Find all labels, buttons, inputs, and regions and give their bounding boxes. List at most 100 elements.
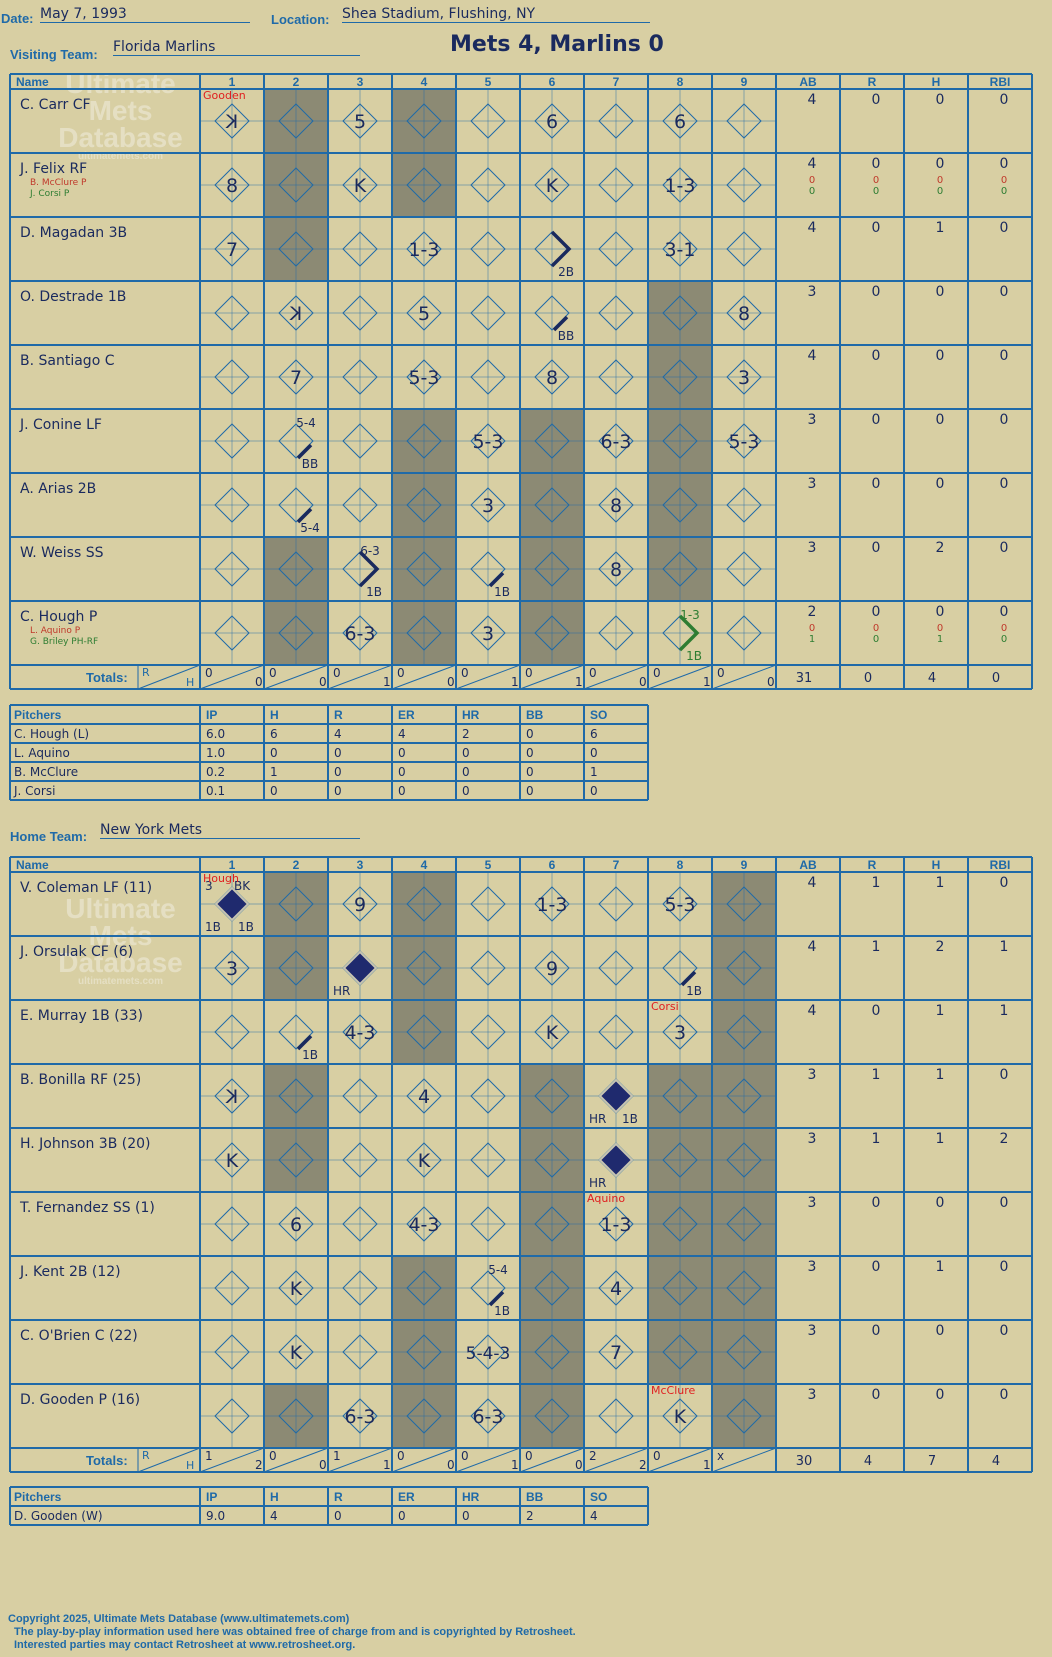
base-diamond [278,615,314,651]
out-notation: 5-4 [296,416,316,430]
base-diamond [534,1078,570,1114]
shaded-cell [712,1256,776,1320]
shaded-cell [648,1256,712,1320]
base-diamond [214,615,250,651]
pitching-stat: 6 [590,727,598,741]
inning-hits: 0 [767,675,775,689]
base-diamond [278,167,314,203]
shaded-cell [392,1000,456,1064]
play-notation: 7 [610,1342,622,1364]
shaded-cell [264,1128,328,1192]
batter-stat: 3 [808,412,817,428]
batter-stat: 1 [936,875,945,891]
base-diamond [662,1334,698,1370]
batter-stat: 3 [808,1195,817,1211]
inning-hits: 1 [383,675,391,689]
base-diamond [342,167,378,203]
base-diamond [470,103,506,139]
shaded-cell [392,409,456,473]
base-diamond [470,1142,506,1178]
base-diamond [406,1206,442,1242]
pitching-stat: 4 [270,1509,278,1523]
shaded-cell [392,1256,456,1320]
pitcher-change-note: McClure [651,1384,696,1397]
run-scored-diamond [214,886,250,922]
base-diamond [662,886,698,922]
inning-total-divider [711,664,777,690]
base-diamond [278,950,314,986]
inning-total-divider [647,1447,713,1473]
totals-h-label: H [186,1459,194,1472]
base-diamond [470,359,506,395]
stat-header: RBI [990,75,1011,89]
stat-header: AB [799,75,817,89]
pitching-stat: 0 [334,765,342,779]
base-diamond [534,1206,570,1242]
inning-hits: 0 [639,675,647,689]
pitching-stat: 1 [270,765,278,779]
base-diamond [342,359,378,395]
batter-stat: 0 [1000,1323,1009,1339]
inning-hits: 1 [703,1458,711,1472]
base-diamond [342,615,378,651]
pitching-stat: 0 [334,746,342,760]
pitching-stat: 0 [462,1509,470,1523]
base-diamond [598,615,634,651]
substitute-stat: 0 [1001,175,1007,186]
batter-stat: 4 [808,875,817,891]
batter-stat: 0 [936,412,945,428]
base-diamond [470,487,506,523]
inning-runs: 2 [589,1449,597,1463]
play-notation: 5 [354,111,366,133]
base-diamond [342,231,378,267]
play-notation: 6 [290,1214,302,1236]
base-diamond [406,1014,442,1050]
base-diamond [726,1142,762,1178]
shaded-cell [392,601,456,665]
base-diamond [342,295,378,331]
pitching-stat: 9.0 [206,1509,225,1523]
play-notation: 3 [482,495,494,517]
corner-note: HR [589,1112,606,1126]
base-diamond [406,231,442,267]
batter-stat: 0 [872,92,881,108]
game-title: Mets 4, Marlins 0 [450,32,664,57]
batter-name: D. Gooden P (16) [20,1392,140,1408]
totals-r-label: R [142,1449,150,1462]
play-notation: 3-1 [664,239,695,261]
inning-total-divider [711,1447,777,1473]
pitching-stat: 0 [462,784,470,798]
batter-name: D. Magadan 3B [20,225,127,241]
substitute-name: L. Aquino P [30,626,81,636]
batter-name: A. Arias 2B [20,481,96,497]
inning-hits: 0 [575,1458,583,1472]
batter-name: J. Orsulak CF (6) [19,944,133,960]
batter-stat: 0 [936,284,945,300]
inning-total-divider [583,1447,649,1473]
inning-total-divider [455,664,521,690]
substitute-stat: 0 [937,623,943,634]
base-diamond [406,1270,442,1306]
batter-stat: 0 [872,284,881,300]
inning-header: 6 [549,75,556,89]
substitute-name: J. Corsi P [29,189,70,199]
base-diamond [342,1142,378,1178]
pitching-stat: 0 [334,784,342,798]
pitching-header: R [334,708,343,722]
hit-path [296,507,313,524]
inning-hits: 1 [511,1458,519,1472]
footer-contact: Interested parties may contact Retroshee… [14,1639,356,1651]
visiting-scorecard: K 5 6 6 8 K K 1-3 7 1-3 2B 3-1 K 5 BB 8 7 5-3 8 3 BB 5-4 5-3 6-… [9,73,1033,801]
base-diamond [278,487,314,523]
base-diamond [598,886,634,922]
shaded-cell [264,89,328,153]
inning-total-divider [327,1447,393,1473]
play-notation: K [289,303,302,325]
shaded-cell [712,1192,776,1256]
shaded-cell [392,936,456,1000]
team-total: 4 [864,1454,872,1469]
batter-stat: 0 [872,1387,881,1403]
pitching-stat: 0 [398,746,406,760]
batter-stat: 2 [1000,1131,1009,1147]
shaded-cell [712,936,776,1000]
